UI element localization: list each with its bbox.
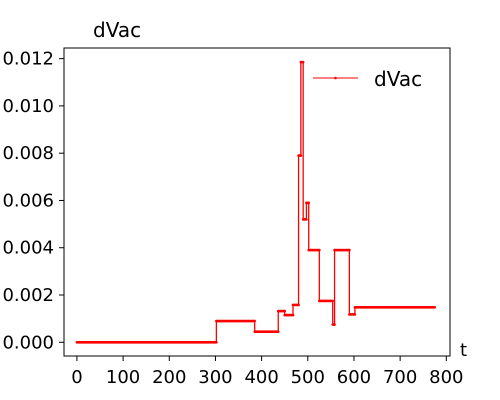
x-tick-label-600: 600 xyxy=(337,367,371,388)
x-tick-label-400: 400 xyxy=(244,367,278,388)
y-axis: 0.000 0.002 0.004 0.006 0.008 0.010 0.012 xyxy=(2,49,64,353)
data-point-9 xyxy=(291,313,295,317)
data-point-24 xyxy=(331,323,335,326)
series-group xyxy=(75,60,437,344)
data-point-6 xyxy=(276,309,280,313)
data-point-19 xyxy=(307,201,311,205)
data-point-13 xyxy=(299,154,303,157)
data-point-14 xyxy=(299,60,303,64)
data-point-21 xyxy=(318,248,321,252)
legend-entry-dVac: dVac xyxy=(374,67,422,91)
y-tick-label-5: 0.010 xyxy=(2,96,54,117)
x-tick-label-700: 700 xyxy=(383,367,417,388)
data-point-22 xyxy=(318,299,321,303)
plot-area xyxy=(63,47,451,357)
data-point-15 xyxy=(301,60,305,64)
data-point-2 xyxy=(215,319,218,323)
data-point-17 xyxy=(305,218,308,221)
data-point-3 xyxy=(253,319,256,323)
x-axis-label: t xyxy=(460,340,467,361)
data-point-26 xyxy=(333,248,336,252)
x-tick-label-0: 0 xyxy=(71,367,82,388)
x-tick-label-100: 100 xyxy=(106,367,140,388)
y-tick-label-2: 0.004 xyxy=(2,238,54,259)
data-point-11 xyxy=(297,303,300,307)
data-point-4 xyxy=(253,330,256,333)
x-tick-label-300: 300 xyxy=(198,367,232,388)
data-point-1 xyxy=(215,340,218,344)
y-tick-label-6: 0.012 xyxy=(2,49,54,70)
data-point-10 xyxy=(291,303,295,307)
data-point-12 xyxy=(297,154,300,157)
data-point-18 xyxy=(305,201,308,205)
y-tick-label-1: 0.002 xyxy=(2,285,54,306)
series-line-dVac xyxy=(76,61,435,343)
data-point-16 xyxy=(301,218,305,221)
data-point-0 xyxy=(75,340,79,344)
x-tick-label-500: 500 xyxy=(291,367,325,388)
data-point-27 xyxy=(348,248,351,252)
plot-frame xyxy=(63,47,451,357)
data-point-28 xyxy=(348,313,351,316)
data-point-29 xyxy=(353,313,357,316)
y-tick-label-0: 0.000 xyxy=(2,332,54,353)
data-point-31 xyxy=(433,306,437,309)
data-point-5 xyxy=(276,330,280,333)
data-point-25 xyxy=(333,323,336,326)
x-tick-label-200: 200 xyxy=(152,367,186,388)
x-tick-label-800: 800 xyxy=(429,367,463,388)
data-point-30 xyxy=(353,306,357,309)
x-axis: 0 100 200 300 400 500 600 700 800 xyxy=(71,356,463,388)
y-tick-label-4: 0.008 xyxy=(2,143,54,164)
data-point-23 xyxy=(331,299,335,303)
data-point-8 xyxy=(283,313,287,317)
legend-marker xyxy=(334,76,337,80)
y-tick-label-3: 0.006 xyxy=(2,190,54,211)
data-point-7 xyxy=(283,309,287,313)
chart-title: dVac xyxy=(93,18,141,42)
legend: dVac xyxy=(313,67,422,91)
data-point-20 xyxy=(307,248,311,252)
